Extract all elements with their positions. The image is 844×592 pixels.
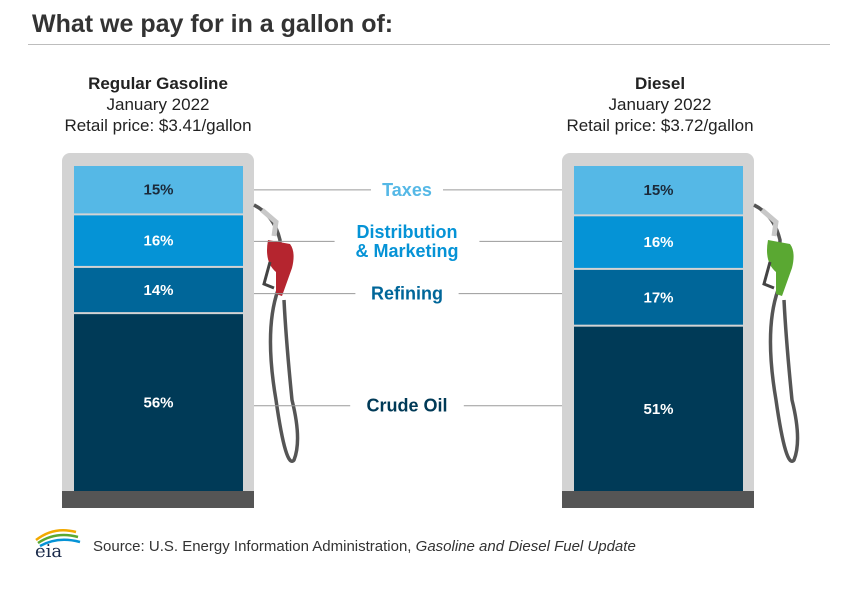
legend-label-distribution-marketing-0: Distribution [357,222,458,242]
diesel-segment-crude-oil [574,326,743,491]
diesel-name: Diesel [634,74,686,93]
legend-label-taxes-0: Taxes [382,180,432,200]
legend-label-crude-oil-0: Crude Oil [366,396,447,416]
diesel-segment-refining [574,269,743,325]
legend-label-distribution-marketing-1: & Marketing [355,241,458,261]
diesel-label-refining: 17% [643,289,673,306]
gasoline-date: January 2022 [106,95,210,114]
gasoline-nozzle-icon [267,240,294,296]
eia-logo-text: eia [35,541,62,560]
diesel-label-taxes: 15% [643,182,673,199]
gasoline-nozzle-trigger [262,261,275,290]
gasoline-segment-distribution-marketing [74,215,243,266]
diesel-label-distribution-marketing: 16% [643,234,673,251]
gasoline-segment-taxes [74,166,243,214]
diesel-retail-price: Retail price: $3.72/gallon [566,116,754,135]
gasoline-header: Regular Gasoline January 2022 Retail pri… [28,73,288,136]
gasoline-retail-price: Retail price: $3.41/gallon [64,116,252,135]
diesel-hose-connector [760,208,779,237]
eia-logo: eia [30,526,86,565]
legend-label-refining-0: Refining [371,284,443,304]
gasoline-label-refining: 14% [143,282,173,299]
gasoline-hose [253,203,300,463]
chart-title: What we pay for in a gallon of: [32,10,394,38]
gasoline-label-taxes: 15% [143,182,173,199]
diesel-hose [753,203,800,463]
diesel-nozzle-icon [767,240,794,296]
gasoline-segment-refining [74,267,243,313]
source-note: Source: U.S. Energy Information Administ… [93,538,636,555]
diesel-pump-base [562,491,754,508]
gasoline-name: Regular Gasoline [88,74,228,93]
diesel-segment-taxes [574,166,743,215]
gasoline-label-distribution-marketing: 16% [143,233,173,250]
gasoline-pump-base [62,491,254,508]
diesel-date: January 2022 [608,95,712,114]
diesel-segment-distribution-marketing [574,216,743,268]
gasoline-hose-connector [260,208,279,237]
gasoline-label-crude-oil: 56% [143,395,173,412]
diesel-label-crude-oil: 51% [643,401,673,418]
gasoline-segment-crude-oil [74,314,243,491]
source-prefix: Source: U.S. Energy Information Administ… [93,538,416,555]
diesel-nozzle-trigger [762,261,775,290]
title-divider [28,44,830,45]
source-publication: Gasoline and Diesel Fuel Update [415,538,636,555]
diesel-header: Diesel January 2022 Retail price: $3.72/… [530,73,790,136]
